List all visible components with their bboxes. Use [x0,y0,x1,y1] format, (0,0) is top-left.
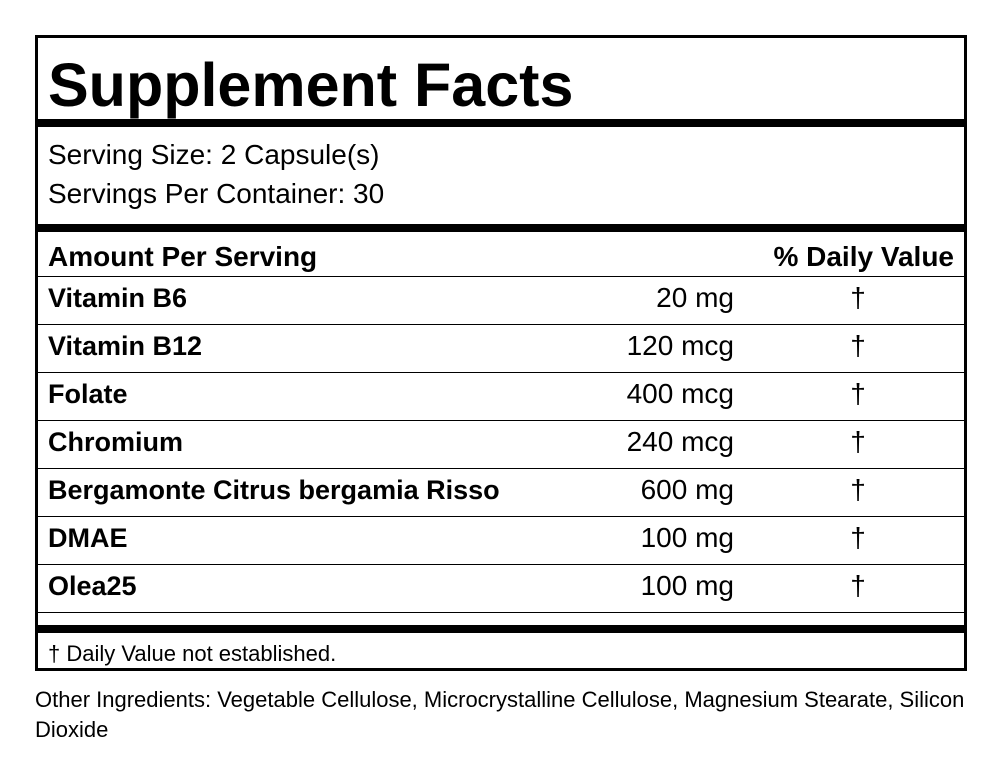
nutrient-row: Folate 400 mcg † [38,372,964,420]
nutrient-row: Vitamin B6 20 mg † [38,276,964,324]
nutrient-name: Vitamin B12 [48,331,203,361]
nutrient-amount: 100 mg [640,522,734,553]
nutrient-row: Vitamin B12 120 mcg † [38,324,964,372]
panel-title: Supplement Facts [48,51,574,119]
nutrient-row: Chromium 240 mcg † [38,420,964,468]
nutrient-row: Bergamonte Citrus bergamia Risso 600 mg … [38,468,964,516]
amount-per-serving-header: Amount Per Serving [48,241,318,272]
nutrient-amount: 20 mg [656,282,734,313]
thick-divider [38,224,964,232]
thin-divider [38,612,964,613]
nutrient-amount: 120 mcg [626,330,734,361]
nutrient-amount: 400 mcg [626,378,734,409]
nutrient-name: Folate [48,379,128,409]
nutrient-daily-value: † [850,282,866,313]
daily-value-footnote: † Daily Value not established. [48,641,337,666]
nutrient-daily-value: † [850,522,866,553]
serving-size: Serving Size: 2 Capsule(s) [48,139,380,170]
nutrient-name: Olea25 [48,571,137,601]
nutrient-daily-value: † [850,330,866,361]
thick-divider [38,119,964,127]
nutrient-amount: 240 mcg [626,426,734,457]
nutrient-daily-value: † [850,378,866,409]
supplement-facts-panel: Supplement Facts Serving Size: 2 Capsule… [35,35,967,671]
daily-value-header: % Daily Value [773,241,954,272]
nutrient-daily-value: † [850,426,866,457]
nutrient-row: DMAE 100 mg † [38,516,964,564]
nutrient-amount: 600 mg [640,474,734,505]
nutrient-name: DMAE [48,523,128,553]
nutrient-amount: 100 mg [640,570,734,601]
servings-per-container: Servings Per Container: 30 [48,178,385,209]
thick-divider [38,625,964,633]
nutrient-name: Chromium [48,427,183,457]
nutrient-daily-value: † [850,570,866,601]
nutrient-row: Olea25 100 mg † [38,564,964,612]
nutrient-name: Vitamin B6 [48,283,188,313]
nutrient-table: Vitamin B6 20 mg † Vitamin B12 120 mcg †… [38,276,964,612]
nutrient-name: Bergamonte Citrus bergamia Risso [48,475,500,505]
nutrient-daily-value: † [850,474,866,505]
other-ingredients: Other Ingredients: Vegetable Cellulose, … [35,687,965,742]
